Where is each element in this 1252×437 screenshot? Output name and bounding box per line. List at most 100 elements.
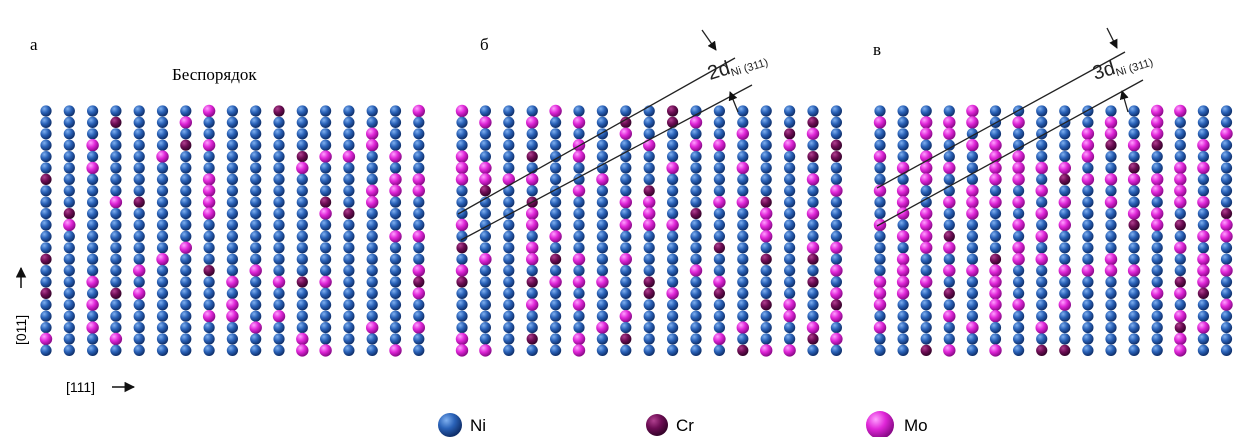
atom <box>897 264 909 276</box>
atom <box>667 231 678 242</box>
atom <box>990 322 1001 333</box>
atom <box>784 197 795 208</box>
atom <box>1105 208 1116 219</box>
atom <box>620 242 631 253</box>
atom <box>1175 231 1186 242</box>
atom <box>157 174 168 185</box>
atom <box>320 140 331 151</box>
atom <box>180 162 191 173</box>
atom <box>921 185 932 196</box>
atom <box>1175 128 1186 139</box>
atom <box>226 299 238 311</box>
atom <box>1082 322 1093 333</box>
atom <box>667 333 678 344</box>
atom <box>898 322 909 333</box>
atom <box>737 242 748 253</box>
atom <box>273 276 285 288</box>
atom <box>250 311 261 322</box>
atom <box>273 174 284 185</box>
atom <box>667 311 678 322</box>
atom <box>87 311 98 322</box>
atom <box>714 185 725 196</box>
atom <box>297 197 308 208</box>
atom <box>921 254 932 265</box>
atom <box>550 299 561 310</box>
atom <box>1059 345 1070 356</box>
atom <box>503 140 514 151</box>
atom <box>690 174 701 185</box>
atom <box>134 151 145 162</box>
atom <box>737 185 748 196</box>
atom <box>527 185 538 196</box>
atom <box>526 219 538 231</box>
atom <box>761 311 772 322</box>
atom <box>180 151 191 162</box>
atom <box>227 322 238 333</box>
atom <box>737 174 748 185</box>
atom <box>1221 322 1232 333</box>
atom <box>1082 299 1093 310</box>
atom <box>737 254 748 265</box>
atom <box>367 242 378 253</box>
atom <box>644 105 655 116</box>
atom <box>1128 173 1140 185</box>
atom <box>714 265 725 276</box>
atom <box>620 208 631 219</box>
atom <box>874 116 886 128</box>
atom <box>1220 299 1232 311</box>
atom <box>40 219 51 230</box>
atom <box>874 299 886 311</box>
atom <box>40 185 51 196</box>
atom <box>966 185 978 197</box>
atom <box>1129 105 1140 116</box>
atom <box>1129 242 1140 253</box>
atom <box>527 128 538 139</box>
atom <box>714 231 725 242</box>
atom <box>1152 333 1163 344</box>
atom <box>366 139 378 151</box>
atom <box>366 321 378 333</box>
atom <box>807 185 818 196</box>
atom <box>227 185 238 196</box>
atom <box>807 276 818 287</box>
atom <box>620 162 631 173</box>
atom <box>273 345 284 356</box>
atom <box>989 276 1001 288</box>
atom <box>1174 196 1186 208</box>
atom <box>783 344 795 356</box>
atom <box>204 151 215 162</box>
atom <box>898 311 909 322</box>
atom <box>1151 287 1163 299</box>
atom <box>64 254 75 265</box>
atom <box>343 299 354 310</box>
atom <box>1198 185 1209 196</box>
atom <box>620 128 632 140</box>
atom <box>667 322 678 333</box>
atom <box>1174 162 1186 174</box>
atom <box>667 151 678 162</box>
atom <box>761 105 772 116</box>
atom <box>40 276 51 287</box>
atom <box>503 105 514 116</box>
atom <box>831 128 842 139</box>
atom <box>1152 345 1163 356</box>
atom <box>227 345 238 356</box>
atom <box>389 230 401 242</box>
atom <box>761 242 772 253</box>
atom <box>573 208 584 219</box>
atom <box>503 333 514 344</box>
atom <box>1221 174 1232 185</box>
atom <box>456 173 468 185</box>
atom <box>390 322 401 333</box>
atom <box>831 345 842 356</box>
atom <box>40 322 51 333</box>
atom <box>1198 345 1209 356</box>
atom <box>1105 219 1116 230</box>
atom <box>620 253 632 265</box>
atom <box>456 128 467 139</box>
atom <box>480 322 491 333</box>
atom <box>1198 174 1209 185</box>
atom <box>1059 231 1070 242</box>
atom <box>87 288 98 299</box>
atom <box>320 174 331 185</box>
